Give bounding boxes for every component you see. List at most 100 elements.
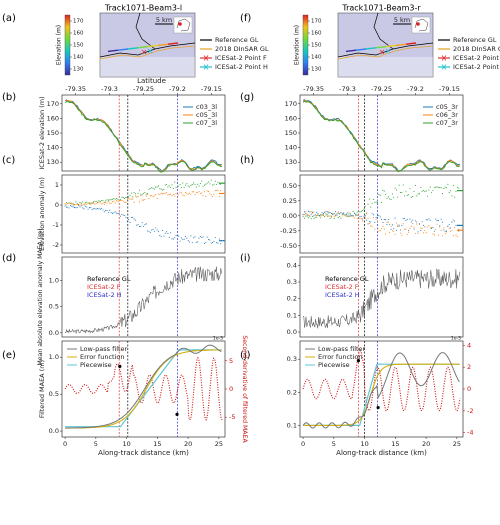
reference-gl-line — [373, 12, 394, 50]
anomaly-point — [416, 221, 418, 223]
anomaly-point — [425, 232, 427, 234]
anomaly-point — [151, 229, 153, 231]
anomaly-point — [454, 220, 456, 222]
anomaly-point — [140, 193, 142, 195]
anomaly-point — [401, 192, 403, 194]
anomaly-point — [98, 201, 100, 203]
legend-label: Reference GL — [215, 36, 259, 44]
annotation-label: ICESat-2 H — [87, 291, 122, 299]
anomaly-point — [393, 230, 395, 232]
anomaly-point — [174, 236, 176, 239]
anomaly-point — [207, 239, 210, 241]
legend-marker — [441, 55, 447, 61]
anomaly-point — [168, 236, 170, 238]
anomaly-point — [371, 213, 373, 215]
anomaly-point — [186, 192, 188, 195]
map-shelf — [338, 57, 433, 77]
anomaly-point — [115, 200, 118, 202]
anomaly-point — [320, 217, 322, 219]
icesat-track — [385, 44, 397, 48]
anomaly-point — [366, 212, 368, 214]
x-axis-label: Along-track distance (km) — [98, 449, 189, 457]
anomaly-point — [406, 233, 408, 235]
legend-label: Low-pass filter — [318, 345, 366, 353]
anomaly-point — [197, 241, 199, 243]
anomaly-point — [376, 220, 379, 222]
colorbar-tick-label: 140 — [311, 55, 322, 61]
y-tick-label: 0.1 — [287, 311, 297, 319]
anomaly-point — [76, 202, 78, 205]
anomaly-point — [206, 236, 208, 238]
anomaly-point — [160, 188, 162, 190]
anomaly-point — [210, 242, 212, 244]
anomaly-point — [114, 202, 116, 204]
anomaly-point — [431, 227, 433, 229]
reference-gl-line — [135, 12, 156, 50]
anomaly-point — [133, 191, 135, 194]
anomaly-point — [395, 189, 397, 191]
anomaly-point — [427, 195, 429, 197]
anomaly-point — [450, 190, 452, 192]
anomaly-point — [193, 182, 195, 184]
colorbar — [64, 14, 71, 76]
anomaly-point — [179, 240, 181, 242]
anomaly-point — [90, 207, 92, 209]
anomaly-point — [126, 199, 128, 201]
anomaly-point — [362, 218, 364, 220]
anomaly-point — [203, 243, 206, 245]
anomaly-point — [72, 206, 74, 208]
anomaly-point — [316, 216, 318, 218]
anomaly-point — [421, 190, 423, 192]
anomaly-point — [187, 185, 189, 187]
anomaly-point — [325, 214, 327, 216]
anomaly-point — [435, 228, 437, 231]
anomaly-point — [417, 193, 419, 195]
anomaly-point — [432, 226, 434, 228]
anomaly-point — [213, 240, 215, 242]
anomaly-point — [353, 217, 356, 219]
anomaly-point — [381, 202, 383, 204]
anomaly-point — [333, 213, 335, 215]
point-marker — [379, 49, 385, 55]
anomaly-point — [147, 192, 149, 195]
y-tick-label: 150 — [47, 129, 59, 137]
anomaly-point — [191, 184, 193, 186]
anomaly-point — [437, 219, 439, 222]
anomaly-point — [339, 213, 341, 215]
anomaly-point — [455, 190, 457, 192]
anomaly-point — [144, 224, 146, 226]
anomaly-point — [129, 198, 131, 200]
colorbar-tick-label: 170 — [311, 19, 322, 25]
anomaly-point — [351, 214, 353, 216]
anomaly-point — [92, 202, 95, 204]
anomaly-point — [210, 194, 212, 196]
anomaly-point — [143, 199, 145, 201]
x-tick-label: 5 — [94, 440, 98, 448]
anomaly-point — [314, 214, 316, 216]
anomaly-point — [111, 212, 113, 215]
anomaly-point — [167, 194, 169, 196]
anomaly-point — [153, 230, 155, 232]
anomaly-point — [88, 202, 90, 204]
axes-frame — [61, 174, 226, 254]
panel-letter: (j) — [240, 350, 251, 361]
anomaly-point — [218, 195, 220, 197]
anomaly-point — [379, 216, 381, 218]
anomaly-point — [444, 186, 446, 188]
anomaly-point — [137, 195, 139, 198]
anomaly-point — [360, 215, 362, 217]
anomaly-point — [313, 215, 315, 217]
anomaly-point — [72, 203, 74, 205]
anomaly-point — [378, 230, 380, 232]
x-tick-label: 0 — [63, 440, 67, 448]
y-tick-label: -0.25 — [280, 227, 297, 235]
anomaly-point — [336, 213, 338, 215]
x-tick-label: 20 — [422, 440, 430, 448]
anomaly-point — [399, 229, 402, 231]
anomaly-point — [416, 195, 418, 197]
anomaly-point — [390, 226, 392, 228]
anomaly-point — [84, 202, 86, 204]
anomaly-point — [118, 199, 120, 201]
anomaly-point — [174, 181, 176, 183]
x-tick-label: -79.25 — [133, 85, 154, 93]
